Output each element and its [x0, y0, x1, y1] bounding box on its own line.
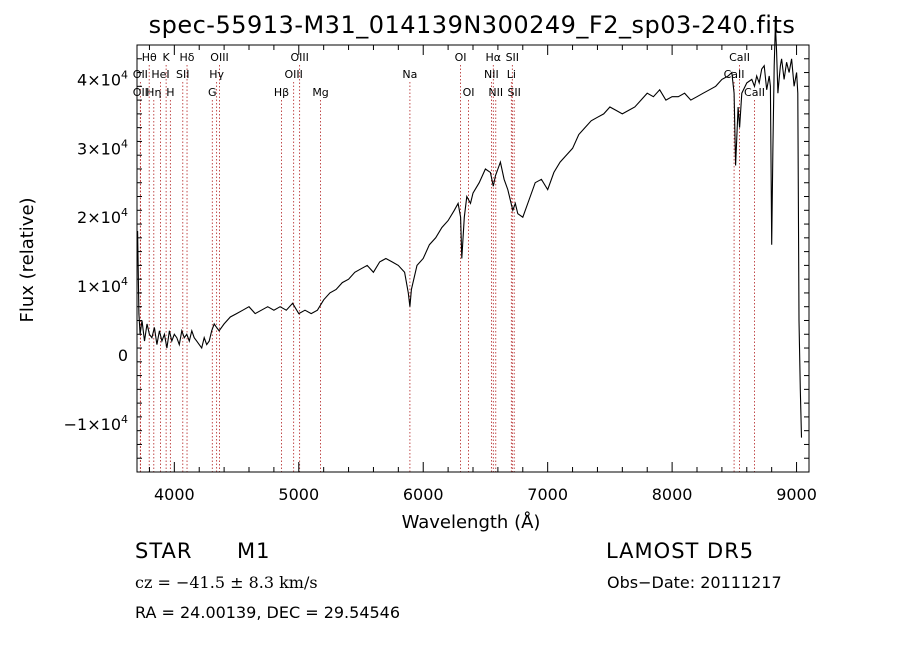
y-tick-label: 2×104	[77, 206, 128, 227]
y-axis: −1×104 0 1×104 2×104 3×104 4×104	[64, 44, 809, 459]
line-label-17: OI	[455, 51, 467, 64]
spectral-line-markers	[139, 65, 755, 472]
observation-date: Obs−Date: 20111217	[607, 573, 782, 592]
line-label-1: Hθ	[142, 51, 157, 64]
line-label-15: Mg	[312, 86, 328, 99]
x-axis-label: Wavelength (Å)	[402, 511, 541, 533]
line-label-3: Hη	[146, 86, 161, 99]
line-label-21: NII	[488, 86, 503, 99]
spectrum-line	[137, 24, 803, 438]
plot-frame	[136, 44, 810, 473]
line-label-9: G	[208, 86, 217, 99]
line-label-13: OIII	[284, 68, 302, 81]
line-label-27: CaII	[744, 86, 765, 99]
x-tick-label: 4000	[154, 485, 195, 504]
object-subclass: M1	[237, 539, 271, 563]
line-label-22: Li	[507, 68, 516, 81]
line-label-8: Hδ	[180, 51, 195, 64]
chart-title: spec-55913-M31_014139N300249_F2_sp03-240…	[149, 11, 796, 39]
line-label-16: Na	[402, 68, 417, 81]
survey-name: LAMOST DR5	[606, 539, 755, 563]
x-axis: 4000 5000 6000 7000 8000 9000	[148, 45, 817, 504]
line-label-23: SII	[506, 51, 519, 64]
x-tick-label: 8000	[652, 485, 693, 504]
y-axis-label: Flux (relative)	[17, 197, 38, 322]
spectrum-chart: spec-55913-M31_014139N300249_F2_sp03-240…	[17, 11, 817, 533]
line-label-19: NII	[484, 68, 499, 81]
line-label-2: OII	[133, 68, 148, 81]
y-tick-label: 0	[118, 346, 128, 365]
spectral-line-labels: OIIHθOIIHηHeIKHSIIHδGHγOIIIHβOIIIOIIIMgN…	[133, 51, 765, 99]
line-label-14: OIII	[290, 51, 308, 64]
line-label-25: CaII	[724, 68, 745, 81]
line-label-18: OI	[463, 86, 475, 99]
x-tick-label: 9000	[776, 485, 817, 504]
y-tick-label: 3×104	[77, 137, 128, 158]
line-label-12: Hβ	[274, 86, 289, 99]
coordinates: RA = 24.00139, DEC = 29.54546	[135, 603, 401, 622]
x-tick-label: 7000	[527, 485, 568, 504]
y-tick-label: 1×104	[77, 275, 128, 296]
line-label-10: Hγ	[209, 68, 224, 81]
x-tick-label: 6000	[403, 485, 444, 504]
object-class: STAR	[135, 539, 193, 563]
y-tick-label: −1×104	[64, 413, 128, 434]
line-label-20: Hα	[486, 51, 502, 64]
x-tick-label: 5000	[278, 485, 319, 504]
line-label-26: CaII	[729, 51, 750, 64]
line-label-5: K	[163, 51, 171, 64]
line-label-7: SII	[176, 68, 189, 81]
line-label-24: SII	[507, 86, 520, 99]
line-label-6: H	[166, 86, 174, 99]
line-label-11: OIII	[210, 51, 228, 64]
line-label-4: HeI	[151, 68, 169, 81]
y-tick-label: 4×104	[77, 68, 128, 89]
redshift-value: cz = −41.5 ± 8.3 km/s	[135, 573, 318, 592]
